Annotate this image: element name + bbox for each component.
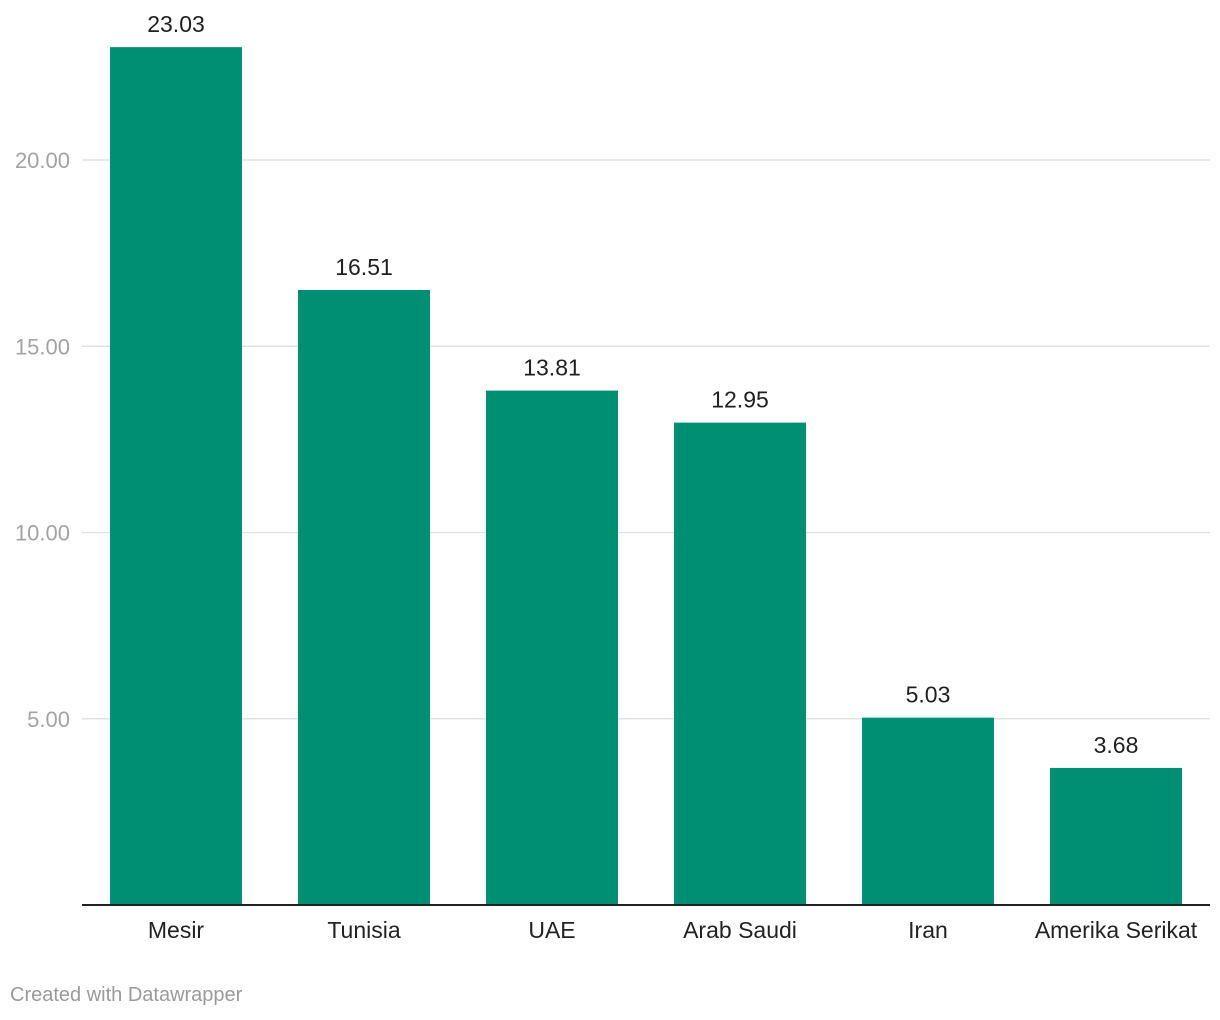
gridlines	[82, 159, 1210, 720]
bar	[674, 422, 806, 905]
data-labels: 23.03 16.51 13.81 12.95 5.03 3.68	[147, 11, 1138, 758]
x-tick-label: Tunisia	[327, 917, 400, 943]
x-tick-label: Arab Saudi	[683, 917, 797, 943]
data-label: 5.03	[906, 682, 951, 708]
x-tick-label: Mesir	[148, 917, 205, 943]
data-label: 13.81	[523, 355, 581, 381]
x-tick-label: UAE	[528, 917, 575, 943]
x-tick-label: Amerika Serikat	[1035, 917, 1198, 943]
x-axis-labels: Mesir Tunisia UAE Arab Saudi Iran Amerika Ser…	[148, 917, 1198, 943]
data-label: 16.51	[335, 254, 393, 280]
bar	[1050, 767, 1182, 905]
y-tick-label: 15.00	[15, 334, 70, 359]
bar	[862, 717, 994, 905]
bar	[110, 47, 242, 905]
y-tick-label: 20.00	[15, 148, 70, 173]
data-label: 3.68	[1094, 732, 1139, 758]
y-axis-ticks: 5.00 10.00 15.00 20.00	[15, 148, 70, 732]
x-tick-label: Iran	[908, 917, 948, 943]
bar	[486, 390, 618, 905]
bars	[110, 47, 1182, 905]
data-label: 23.03	[147, 11, 205, 37]
y-tick-label: 5.00	[27, 707, 70, 732]
bar	[298, 290, 430, 905]
credit-text: Created with Datawrapper	[10, 984, 243, 1006]
y-tick-label: 10.00	[15, 521, 70, 546]
data-label: 12.95	[711, 387, 769, 413]
